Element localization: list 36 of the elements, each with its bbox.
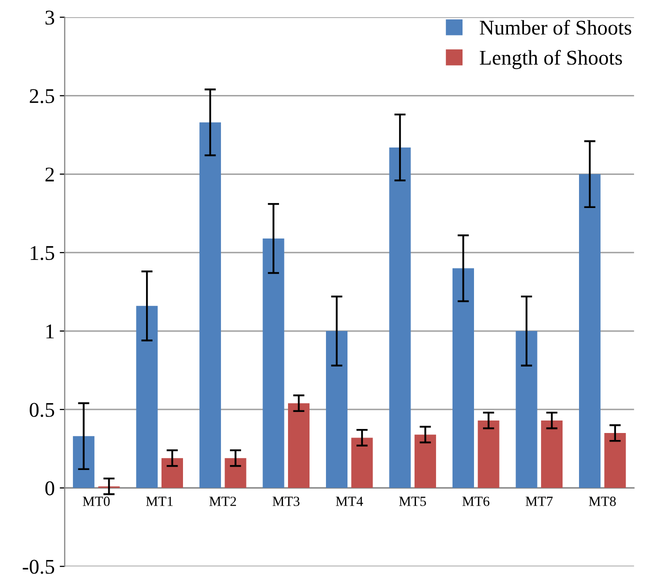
legend-label: Number of Shoots (480, 20, 632, 35)
bar (604, 433, 626, 488)
legend-label: Length of Shoots (480, 50, 622, 70)
x-tick-label: MT3 (272, 496, 300, 506)
y-tick-label: 2.5 (30, 89, 54, 104)
x-tick-label: MT8 (588, 496, 616, 506)
bar (224, 458, 246, 488)
bar (72, 436, 94, 488)
bar (541, 420, 563, 488)
bar (288, 403, 310, 488)
y-tick-label: 3 (46, 10, 54, 25)
x-tick-label: MT1 (146, 496, 173, 506)
bar (516, 331, 538, 488)
y-tick-label: 0 (45, 481, 54, 496)
bar (262, 238, 284, 488)
y-tick-label: -0.5 (22, 560, 54, 574)
bar (351, 438, 373, 488)
bar (136, 306, 158, 488)
bar (579, 174, 601, 488)
x-tick-label: MT7 (526, 496, 553, 506)
y-tick-label: 0.5 (30, 402, 54, 418)
y-tick-label: 1 (46, 324, 54, 338)
bar (161, 458, 183, 488)
bar (199, 122, 221, 488)
x-tick-label: MT5 (399, 496, 426, 506)
bar (326, 331, 348, 488)
x-tick-label: MT4 (336, 496, 364, 506)
bar (389, 147, 411, 488)
x-tick-label: MT2 (209, 496, 236, 506)
x-tick-label: MT6 (462, 496, 490, 506)
bar (452, 268, 474, 488)
y-tick-label: 2 (45, 168, 54, 182)
y-tick-label: 1.5 (30, 246, 54, 260)
x-tick-label: MT0 (82, 496, 110, 506)
bar (414, 434, 436, 488)
bar (478, 420, 500, 488)
